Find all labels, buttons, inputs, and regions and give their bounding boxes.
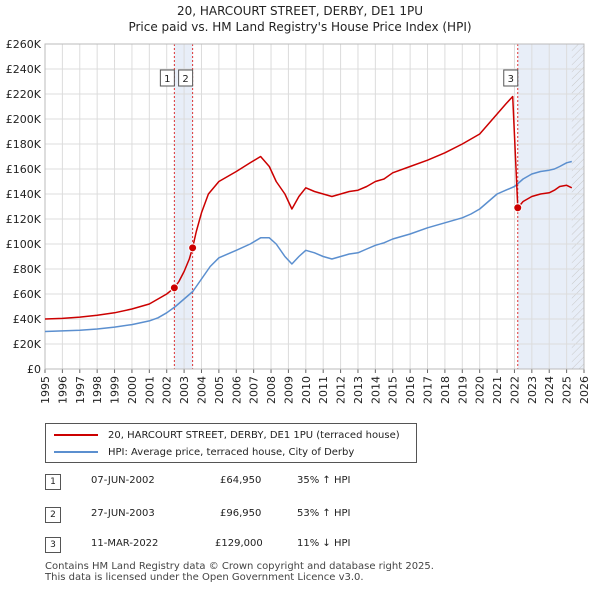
chart-title: 20, HARCOURT STREET, DERBY, DE1 1PU — [176, 4, 424, 18]
x-tick-label: 2001 — [143, 376, 156, 404]
x-tick-label: 2006 — [230, 376, 243, 404]
transaction-number-badge: 3 — [45, 537, 61, 553]
y-tick-label: £60K — [13, 288, 42, 301]
x-tick-label: 1997 — [74, 376, 87, 404]
x-tick-label: 2010 — [300, 376, 313, 404]
transaction-date: 07-JUN-2002 — [91, 475, 155, 486]
x-tick-label: 2021 — [491, 376, 504, 404]
x-tick-label: 2013 — [352, 376, 365, 404]
sale-label-box — [178, 69, 194, 87]
sale-label-box — [503, 69, 519, 87]
sale-point — [188, 243, 198, 253]
sale-label: 2 — [182, 74, 188, 85]
transaction-hpi-change: 35% ↑ HPI — [297, 475, 351, 486]
y-tick-label: £220K — [6, 88, 42, 101]
chart-subtitle: Price paid vs. HM Land Registry's House … — [128, 20, 472, 34]
y-tick-label: £100K — [6, 238, 42, 251]
y-tick-label: £260K — [6, 38, 42, 51]
x-tick-label: 1999 — [109, 376, 122, 404]
transaction-price: £129,000 — [215, 538, 263, 549]
attribution-line-2: This data is licensed under the Open Gov… — [45, 572, 364, 583]
x-tick-label: 2005 — [213, 376, 226, 404]
legend-item-hpi: HPI: Average price, terraced house, City… — [54, 444, 354, 460]
x-tick-label: 2007 — [248, 376, 261, 404]
x-tick-label: 2004 — [195, 376, 208, 404]
transaction-number-badge: 2 — [45, 507, 61, 523]
x-tick-label: 2018 — [439, 376, 452, 404]
y-tick-label: £80K — [13, 263, 42, 276]
y-tick-label: £40K — [13, 313, 42, 326]
x-tick-label: 2000 — [126, 376, 139, 404]
x-tick-label: 2025 — [561, 376, 574, 404]
x-tick-label: 2017 — [422, 376, 435, 404]
y-tick-label: £200K — [6, 113, 42, 126]
transaction-date: 27-JUN-2003 — [91, 508, 155, 519]
price-chart: £0 £20K £40K £60K £80K £100K £120K £140K £160K £1… — [6, 38, 591, 404]
transaction-price: £64,950 — [220, 475, 262, 486]
x-tick-label: 1996 — [56, 376, 69, 404]
y-tick-label: £180K — [6, 138, 42, 151]
legend-label-hpi: HPI: Average price, terraced house, City… — [108, 446, 355, 458]
chart-legend: 20, HARCOURT STREET, DERBY, DE1 1PU (ter… — [45, 423, 417, 463]
transaction-date: 11-MAR-2022 — [91, 538, 159, 549]
x-tick-label: 2012 — [335, 376, 348, 404]
y-tick-label: £140K — [6, 188, 42, 201]
legend-swatch-property — [54, 434, 98, 436]
x-tick-label: 2002 — [161, 376, 174, 404]
x-tick-label: 2020 — [474, 376, 487, 404]
legend-swatch-hpi — [54, 451, 98, 453]
sale-label-box — [159, 69, 175, 87]
x-tick-label: 2019 — [456, 376, 469, 404]
x-tick-label: 2009 — [282, 376, 295, 404]
x-tick-label: 2024 — [543, 376, 556, 404]
x-tick-label: 1998 — [91, 376, 104, 404]
x-tick-label: 2015 — [387, 376, 400, 404]
x-tick-label: 2023 — [526, 376, 539, 404]
price-paid-line — [44, 95, 573, 320]
highlight-band — [174, 44, 193, 369]
transaction-price: £96,950 — [220, 508, 262, 519]
y-tick-label: £240K — [6, 63, 42, 76]
transaction-hpi-change: 11% ↓ HPI — [297, 538, 351, 549]
x-tick-label: 2022 — [508, 376, 521, 404]
plot-frame — [44, 43, 585, 370]
transaction-hpi-change: 53% ↑ HPI — [297, 508, 351, 519]
x-tick-label: 1995 — [39, 376, 52, 404]
hatched-region — [571, 44, 584, 369]
x-tick-label: 2011 — [317, 376, 330, 404]
transaction-number-badge: 1 — [45, 474, 61, 490]
sale-label: 3 — [508, 74, 514, 85]
x-tick-label: 2026 — [578, 376, 591, 404]
hpi-line — [44, 160, 572, 333]
y-tick-label: £0 — [27, 363, 41, 376]
x-tick-label: 2016 — [404, 376, 417, 404]
legend-label-property: 20, HARCOURT STREET, DERBY, DE1 1PU (ter… — [108, 429, 400, 441]
data-attribution: Contains HM Land Registry data © Crown c… — [45, 561, 434, 583]
x-tick-label: 2003 — [178, 376, 191, 404]
attribution-line-1: Contains HM Land Registry data © Crown c… — [45, 561, 434, 572]
sale-point — [513, 203, 523, 213]
y-tick-label: £160K — [6, 163, 42, 176]
sale-point — [169, 283, 179, 293]
x-tick-label: 2008 — [265, 376, 278, 404]
y-tick-label: £120K — [6, 213, 42, 226]
legend-item-property: 20, HARCOURT STREET, DERBY, DE1 1PU (ter… — [54, 427, 400, 443]
x-tick-label: 2014 — [369, 376, 382, 404]
sale-label: 1 — [164, 74, 170, 85]
y-tick-label: £20K — [13, 338, 42, 351]
